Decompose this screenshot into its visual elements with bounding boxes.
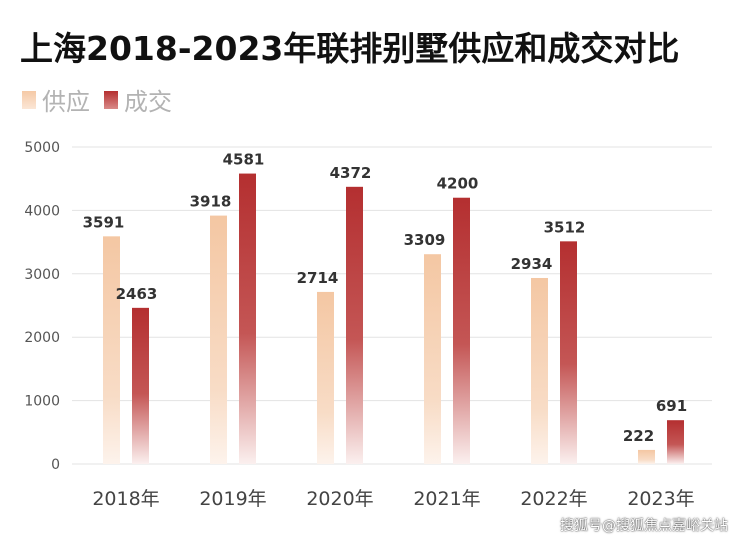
y-tick-label: 2000 — [24, 330, 60, 346]
data-label-supply: 3309 — [404, 231, 446, 249]
y-tick-label: 0 — [51, 457, 60, 473]
legend-swatch-supply — [22, 90, 36, 109]
data-label-supply: 222 — [623, 427, 654, 445]
x-tick-label: 2021年 — [413, 488, 480, 510]
data-label-deal: 691 — [656, 397, 687, 415]
y-tick-label: 4000 — [24, 203, 60, 219]
legend-label-supply: 供应 — [42, 88, 90, 116]
bar-deal — [560, 241, 577, 464]
bar-supply — [317, 291, 334, 464]
data-label-supply: 3591 — [83, 213, 125, 231]
x-tick-label: 2022年 — [520, 488, 587, 510]
chart-title: 上海2018-2023年联排别墅供应和成交对比 — [20, 29, 680, 68]
legend-swatch-deal — [104, 90, 118, 109]
bar-deal — [132, 307, 149, 464]
x-tick-label: 2018年 — [92, 488, 159, 510]
bar-supply — [210, 215, 227, 464]
bar-deal — [346, 186, 363, 465]
legend-label-deal: 成交 — [124, 88, 172, 116]
bar-supply — [424, 254, 441, 464]
x-tick-label: 2020年 — [306, 488, 373, 510]
data-label-deal: 3512 — [544, 218, 586, 236]
y-tick-label: 1000 — [24, 394, 60, 410]
bar-deal — [667, 420, 684, 464]
y-tick-label: 5000 — [24, 140, 60, 156]
legend-item-deal: 成交 — [104, 82, 172, 117]
y-tick-label: 3000 — [24, 267, 60, 283]
data-label-supply: 3918 — [190, 193, 232, 211]
bar-supply — [531, 277, 548, 464]
data-label-supply: 2714 — [297, 269, 339, 287]
watermark: 搜狐号@搜狐焦点嘉峪关站 — [560, 518, 728, 534]
legend: 供应 成交 — [22, 82, 186, 117]
data-label-deal: 4200 — [437, 175, 479, 193]
bar-supply — [103, 236, 120, 464]
bar-deal — [453, 197, 470, 464]
data-label-supply: 2934 — [511, 255, 553, 273]
data-label-deal: 2463 — [116, 285, 158, 303]
x-tick-label: 2019年 — [199, 488, 266, 510]
data-label-deal: 4372 — [330, 164, 372, 182]
bar-supply — [638, 449, 655, 464]
bar-deal — [239, 173, 256, 464]
x-tick-label: 2023年 — [627, 488, 694, 510]
legend-item-supply: 供应 — [22, 82, 90, 117]
data-label-deal: 4581 — [223, 151, 265, 169]
